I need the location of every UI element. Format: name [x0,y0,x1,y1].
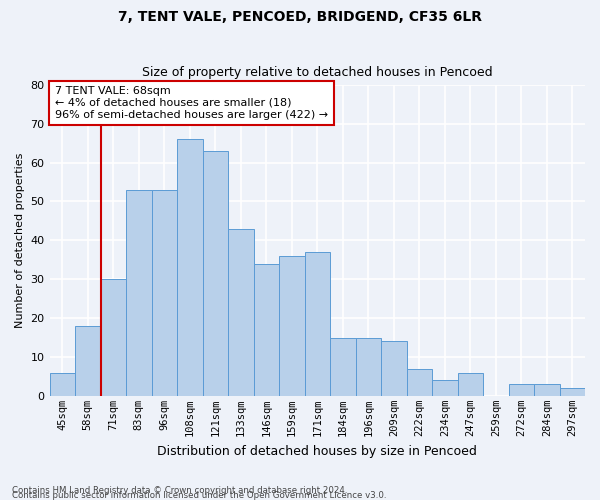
Title: Size of property relative to detached houses in Pencoed: Size of property relative to detached ho… [142,66,493,80]
Text: Contains public sector information licensed under the Open Government Licence v3: Contains public sector information licen… [12,491,386,500]
Text: 7 TENT VALE: 68sqm
← 4% of detached houses are smaller (18)
96% of semi-detached: 7 TENT VALE: 68sqm ← 4% of detached hous… [55,86,328,120]
Bar [330,338,356,396]
Bar [305,252,330,396]
Bar [101,279,126,396]
Text: Contains HM Land Registry data © Crown copyright and database right 2024.: Contains HM Land Registry data © Crown c… [12,486,347,495]
Bar [254,264,279,396]
Bar [203,151,228,396]
Bar [228,228,254,396]
Bar [432,380,458,396]
Bar [356,338,381,396]
Bar [381,342,407,396]
Bar [126,190,152,396]
Bar [560,388,585,396]
Bar [50,372,75,396]
Y-axis label: Number of detached properties: Number of detached properties [15,152,25,328]
Bar [534,384,560,396]
Bar [458,372,483,396]
Bar [177,140,203,396]
Bar [75,326,101,396]
Text: 7, TENT VALE, PENCOED, BRIDGEND, CF35 6LR: 7, TENT VALE, PENCOED, BRIDGEND, CF35 6L… [118,10,482,24]
Bar [152,190,177,396]
X-axis label: Distribution of detached houses by size in Pencoed: Distribution of detached houses by size … [157,444,477,458]
Bar [509,384,534,396]
Bar [279,256,305,396]
Bar [407,368,432,396]
